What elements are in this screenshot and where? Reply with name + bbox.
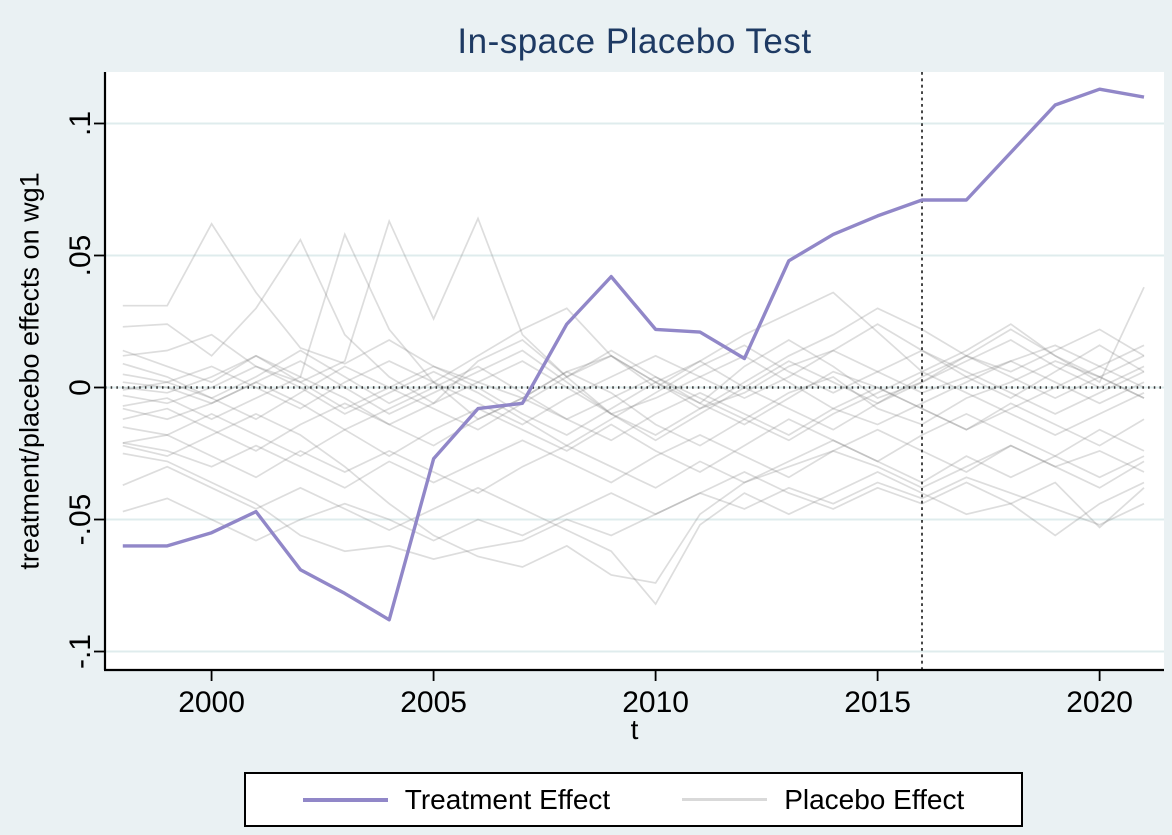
placebo-effect-line (122, 386, 1145, 452)
x-tick-label: 2020 (1066, 686, 1133, 719)
y-tick-label: -.1 (64, 634, 97, 669)
y-tick-label: .1 (64, 111, 97, 136)
legend-item-placebo: Placebo Effect (682, 784, 964, 816)
treatment-effect-line (122, 87, 1145, 622)
x-axis-label: t (630, 714, 639, 745)
x-tick-label: 2000 (178, 686, 245, 719)
placebo-effect-line (122, 216, 1145, 405)
legend: Treatment Effect Placebo Effect (244, 772, 1023, 827)
legend-label-treatment: Treatment Effect (404, 783, 611, 815)
placebo-line-sample (682, 798, 768, 801)
placebo-effect-line (122, 465, 1145, 606)
placebo-effect-line (122, 232, 1145, 447)
plot-background (105, 72, 1164, 670)
chart-title: In-space Placebo Test (457, 22, 812, 61)
x-tick-label: 2010 (622, 686, 689, 719)
placebo-effect-line (122, 222, 1145, 410)
placebo-effect-line (122, 354, 1145, 436)
y-tick-label: .05 (64, 235, 97, 277)
placebo-effect-line (122, 339, 1145, 442)
legend-item-treatment: Treatment Effect (302, 783, 611, 816)
y-tick-label: -.05 (64, 494, 97, 546)
placebo-effect-line (122, 237, 1145, 436)
placebo-effect-line (122, 412, 1145, 584)
placebo-effect-line (122, 407, 1145, 473)
placebo-effect-line (122, 323, 1145, 426)
x-tick-label: 2005 (400, 686, 467, 719)
placebo-effect-line (122, 471, 1145, 542)
placebo-effect-line (122, 365, 1145, 442)
placebo-effect-line (122, 434, 1145, 495)
y-tick-label: 0 (64, 379, 97, 396)
placebo-effect-line (122, 344, 1145, 447)
placebo-effect-line (122, 349, 1145, 431)
placebo-effect-line (122, 354, 1145, 426)
legend-label-placebo: Placebo Effect (784, 783, 965, 815)
x-tick-label: 2015 (844, 686, 911, 719)
placebo-effect-line (122, 286, 1145, 405)
placebo-effect-line (122, 452, 1145, 560)
treatment-line-sample (302, 797, 388, 802)
placebo-effect-line (122, 428, 1145, 489)
